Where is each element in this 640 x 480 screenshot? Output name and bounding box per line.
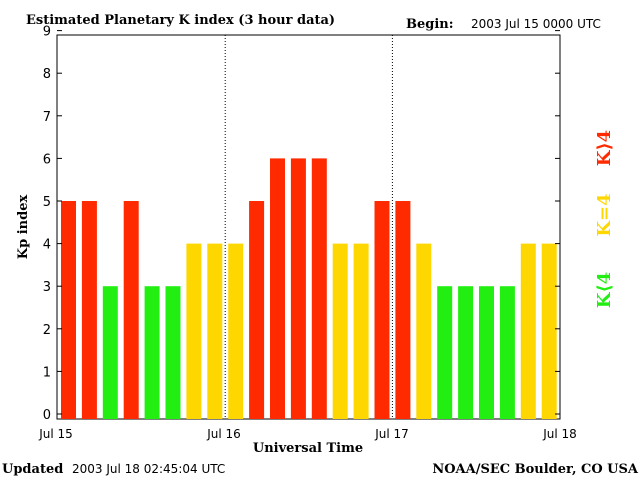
kp-bar [249,201,265,419]
updated-value: 2003 Jul 18 02:45:04 UTC [72,462,225,476]
legend-item: K⟨4 [594,272,615,308]
y-tick-label: 9 [43,25,51,40]
kp-bar [353,243,369,419]
legend: K⟨4 K=4 K⟩4 [594,130,615,308]
x-tick-label: Jul 18 [542,427,577,441]
y-tick-label: 5 [43,195,51,210]
y-tick-label: 8 [43,67,51,82]
kp-bar [311,158,327,419]
source-credit: NOAA/SEC Boulder, CO USA [432,462,639,477]
kp-bar [374,201,390,419]
x-tick-label: Jul 16 [206,427,241,441]
y-tick-label: 2 [43,323,51,338]
kp-bar [123,201,139,419]
kp-bar [81,201,97,419]
kp-bar [458,286,474,419]
kp-bar [416,243,432,419]
y-tick-label: 3 [43,280,51,295]
kp-bar [332,243,348,419]
legend-item: K=4 [594,193,615,236]
kp-bar [479,286,494,419]
kp-bar [395,201,411,419]
kp-bar [290,158,306,419]
plot-frame [56,34,561,420]
kp-bar [541,243,557,419]
kp-bar [270,158,285,419]
x-tick-label: Jul 15 [38,427,73,441]
x-tick-label: Jul 17 [374,427,409,441]
x-axis: Jul 15 Jul 16 Jul 17 Jul 18 [38,427,577,441]
bar-group [61,158,557,419]
kp-bar [207,243,223,419]
y-tick-label: 1 [43,365,51,380]
legend-item: K⟩4 [594,130,615,166]
updated-label: Updated [2,462,63,477]
begin-label: Begin: [406,17,454,32]
kp-bar [144,286,160,419]
x-axis-label: Universal Time [253,441,363,456]
begin-value: 2003 Jul 15 0000 UTC [471,17,601,31]
y-axis-label: Kp index [16,195,31,260]
kp-bar [165,286,181,419]
y-tick-label: 6 [43,152,51,167]
kp-bar [61,201,76,419]
kp-bar [186,243,202,419]
y-tick-label: 4 [43,238,51,253]
kp-bar [499,286,515,419]
kp-bar [228,243,244,419]
kp-bar [437,286,453,419]
chart-title: Estimated Planetary K index (3 hour data… [26,13,335,28]
y-axis: 0 1 2 3 4 5 6 7 8 9 [43,25,560,423]
kp-bar [102,286,118,419]
kp-bar [520,243,536,419]
y-tick-label: 0 [43,408,51,423]
day-separators [224,35,393,419]
y-tick-label: 7 [43,110,51,125]
